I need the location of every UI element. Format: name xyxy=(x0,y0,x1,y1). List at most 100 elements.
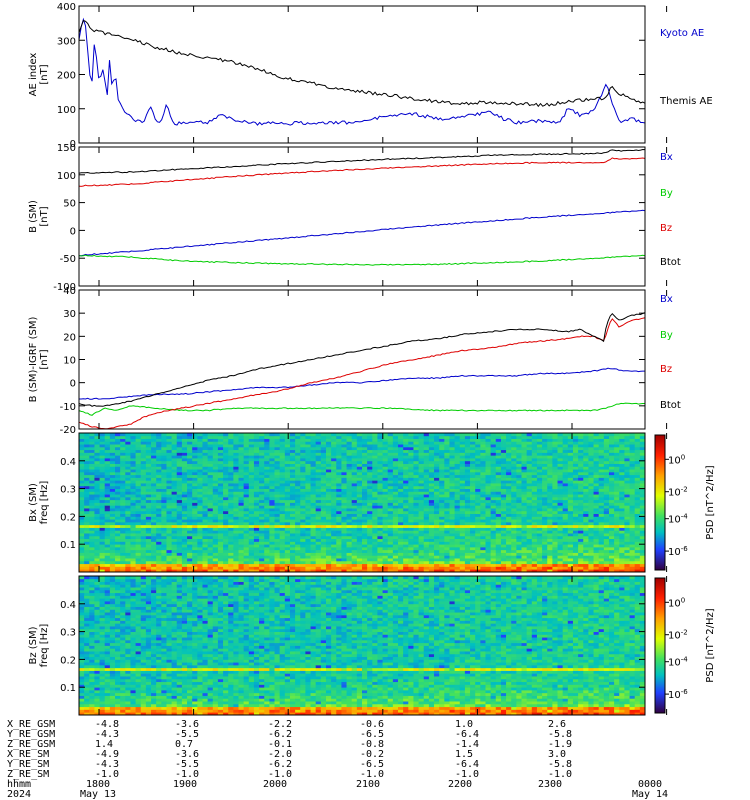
spectrogram-cell xyxy=(331,494,337,498)
spectrogram-cell xyxy=(500,513,507,517)
spectrogram-cell xyxy=(310,441,317,445)
spectrogram-cell xyxy=(192,502,198,506)
spectrogram-cell xyxy=(238,463,245,467)
spectrogram-cell xyxy=(521,508,528,512)
spectrogram-cell xyxy=(99,516,106,520)
spectrogram-cell xyxy=(542,541,548,545)
spectrogram-cell xyxy=(120,488,126,492)
spectrogram-cell xyxy=(84,471,90,476)
spectrogram-cell xyxy=(485,488,492,492)
spectrogram-cell xyxy=(181,560,188,565)
spectrogram-cell xyxy=(418,527,425,531)
spectrogram-cell xyxy=(511,552,517,556)
spectrogram-cell xyxy=(217,474,224,478)
spectrogram-cell xyxy=(202,433,209,437)
spectrogram-cell xyxy=(99,530,106,534)
spectrogram-cell xyxy=(377,560,383,565)
spectrogram-cell xyxy=(181,519,188,523)
spectrogram-cell xyxy=(109,488,116,492)
spectrogram-cell xyxy=(253,533,260,537)
spectrogram-cell xyxy=(269,458,275,462)
spectrogram-cell xyxy=(413,488,419,492)
spectrogram-cell xyxy=(115,485,121,489)
spectrogram-cell xyxy=(567,552,574,556)
spectrogram-cell xyxy=(475,555,481,559)
spectrogram-cell xyxy=(531,474,538,478)
spectrogram-cell xyxy=(475,477,481,481)
spectrogram-cell xyxy=(305,474,311,478)
spectrogram-cell xyxy=(398,535,404,540)
spectrogram-cell xyxy=(325,469,332,473)
spectrogram-cell xyxy=(233,563,239,567)
spectrogram-cell xyxy=(331,438,337,442)
spectrogram-cell xyxy=(428,499,435,503)
spectrogram-cell xyxy=(490,552,497,556)
spectrogram-cell xyxy=(284,463,291,467)
spectrogram-cell xyxy=(192,491,198,495)
spectrogram-cell xyxy=(279,477,286,481)
spectrogram-cell xyxy=(104,474,111,478)
spectrogram-cell xyxy=(557,491,564,495)
spectrogram-cell xyxy=(217,533,224,537)
spectrogram-cell xyxy=(567,455,574,459)
spectrogram-cell xyxy=(547,519,553,523)
spectrogram-cell xyxy=(387,566,394,570)
spectrogram-cell xyxy=(372,435,378,439)
spectrogram-cell xyxy=(356,533,363,537)
spectrogram-cell xyxy=(166,552,173,556)
spectrogram-cell xyxy=(300,491,306,495)
spectrogram-cell xyxy=(547,524,553,528)
spectrogram-cell xyxy=(325,530,332,534)
spectrogram-cell xyxy=(526,491,533,495)
spectrogram-cell xyxy=(459,533,466,537)
spectrogram-cell xyxy=(536,446,543,451)
spectrogram-cell xyxy=(372,546,378,551)
spectrogram-cell xyxy=(526,435,533,439)
spectrogram-cell xyxy=(464,458,471,462)
spectrogram-cell xyxy=(223,549,229,553)
spectrogram-cell xyxy=(161,538,167,542)
spectrogram-cell xyxy=(346,508,353,512)
spectrogram-cell xyxy=(99,471,106,476)
spectrogram-cell xyxy=(151,535,157,540)
spectrogram-cell xyxy=(320,538,327,542)
spectrogram-cell xyxy=(331,485,337,489)
spectrogram-cell xyxy=(212,449,219,453)
spectrogram-cell xyxy=(526,474,533,478)
spectrogram-cell xyxy=(490,549,497,553)
spectrogram-cell xyxy=(289,527,296,531)
spectrogram-cell xyxy=(516,541,522,545)
spectrogram-cell xyxy=(104,466,111,470)
spectrogram-cell xyxy=(434,460,440,464)
spectrogram-cell xyxy=(248,452,255,456)
spectrogram-cell xyxy=(212,444,219,448)
spectrogram-cell xyxy=(464,546,471,551)
spectrogram-cell xyxy=(279,480,286,484)
spectrogram-cell xyxy=(274,477,281,481)
spectrogram-cell xyxy=(166,491,173,495)
spectrogram-cell xyxy=(362,446,368,451)
spectrogram-cell xyxy=(408,513,414,517)
spectrogram-cell xyxy=(423,538,430,542)
spectrogram-cell xyxy=(310,521,317,526)
spectrogram-cell xyxy=(202,505,209,509)
spectrogram-cell xyxy=(269,563,275,567)
spectrogram-cell xyxy=(506,471,512,476)
spectrogram-cell xyxy=(408,552,414,556)
spectrogram-cell xyxy=(145,566,152,570)
spectrogram-cell xyxy=(367,455,373,459)
spectrogram-cell xyxy=(382,441,389,445)
spectrogram-cell xyxy=(418,569,425,573)
spectrogram-cell xyxy=(228,466,234,470)
spectrogram-cell xyxy=(325,444,332,448)
spectrogram-cell xyxy=(367,566,373,570)
spectrogram-cell xyxy=(248,496,255,501)
spectrogram-cell xyxy=(434,438,440,442)
spectrogram-cell xyxy=(166,474,173,478)
spectrogram-cell xyxy=(171,477,178,481)
spectrogram-cell xyxy=(434,452,440,456)
spectrogram-cell xyxy=(382,488,389,492)
spectrogram-cell xyxy=(223,438,229,442)
spectrogram-cell xyxy=(418,460,425,464)
spectrogram-cell xyxy=(135,499,142,503)
